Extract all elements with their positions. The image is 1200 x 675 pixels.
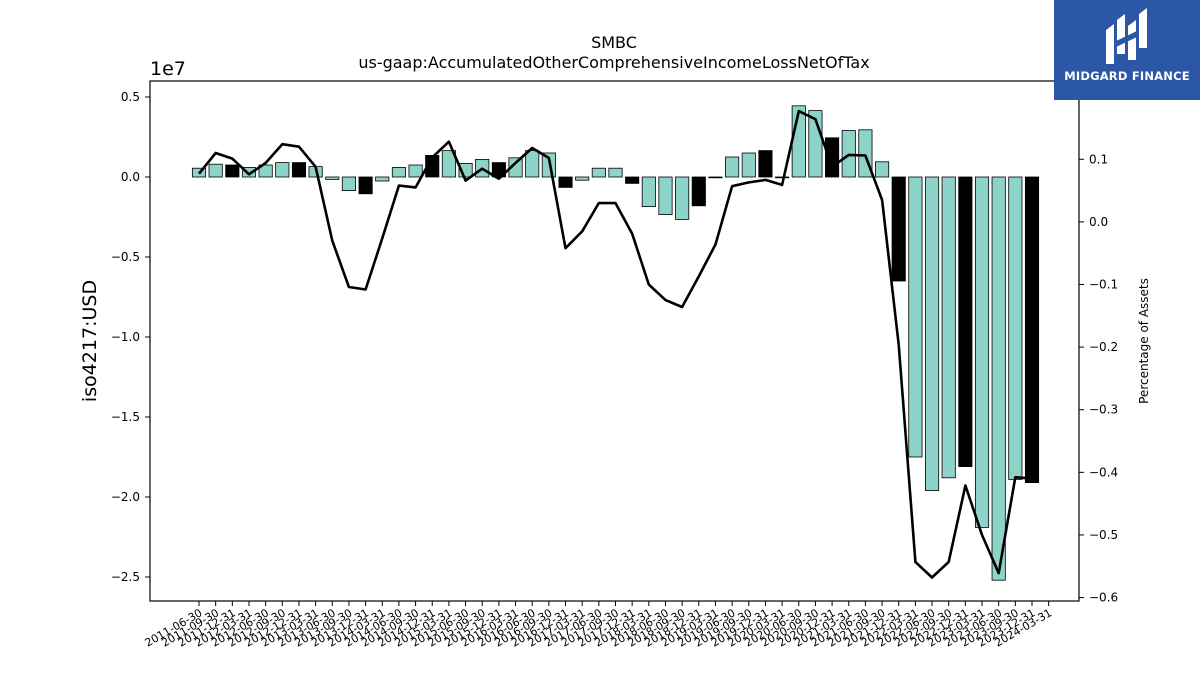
- y2-tick-label: 0.0: [1089, 215, 1108, 229]
- bar: [558, 176, 573, 188]
- bar: [875, 161, 890, 178]
- bar: [1024, 176, 1040, 484]
- bar: [675, 176, 690, 220]
- chart-title: SMBC: [591, 33, 637, 52]
- bar: [391, 166, 406, 178]
- bar: [441, 150, 456, 178]
- y-axis-ticks: 0.5 0.0 −0.5 −1.0 −1.5 −2.0 −2.5: [111, 90, 150, 584]
- bar: [741, 152, 756, 178]
- y-tick-label: −2.0: [111, 490, 140, 504]
- bar: [974, 176, 990, 528]
- assets-percentage-line: [197, 109, 1033, 579]
- y-offset-text: 1e7: [150, 58, 186, 80]
- logo-mark-icon: [1106, 8, 1147, 64]
- y2-tick-label: −0.1: [1089, 277, 1118, 291]
- bar: [241, 166, 257, 178]
- y-tick-label: 0.5: [121, 90, 140, 104]
- bar: [658, 176, 673, 215]
- bar: [775, 176, 790, 179]
- bar: [341, 176, 356, 191]
- bar: [908, 176, 923, 458]
- bar: [625, 176, 640, 184]
- chart-subtitle: us-gaap:AccumulatedOtherComprehensiveInc…: [358, 53, 869, 72]
- bar: [358, 176, 373, 195]
- bar: [725, 156, 740, 178]
- bar: [924, 176, 940, 492]
- y2-axis-label: Percentage of Assets: [1137, 278, 1151, 404]
- bar: [708, 176, 723, 179]
- bar: [508, 157, 523, 178]
- bar: [825, 137, 840, 178]
- bar: [958, 176, 973, 468]
- bar: [608, 167, 623, 178]
- y-tick-label: −1.5: [111, 410, 140, 424]
- bar: [375, 176, 390, 182]
- y2-tick-label: −0.6: [1089, 591, 1118, 605]
- bar: [208, 163, 223, 178]
- y-tick-label: −1.0: [111, 330, 140, 344]
- bar: [591, 167, 606, 178]
- x-axis-ticks: 2011-06-302011-09-302011-12-312012-03-31…: [143, 601, 1054, 650]
- y2-tick-label: −0.5: [1089, 528, 1118, 542]
- y2-axis-ticks: 0.1 0.0 −0.1 −0.2 −0.3 −0.4 −0.5 −0.6: [1079, 152, 1118, 605]
- bar: [758, 150, 773, 178]
- bar-series: [191, 105, 1040, 581]
- y2-tick-label: −0.2: [1089, 340, 1118, 354]
- y2-tick-label: 0.1: [1089, 152, 1108, 166]
- y-tick-label: −0.5: [111, 250, 140, 264]
- bar: [575, 176, 590, 181]
- y2-tick-label: −0.4: [1089, 465, 1118, 479]
- bar: [275, 162, 290, 178]
- y-tick-label: 0.0: [121, 170, 140, 184]
- y2-tick-label: −0.3: [1089, 403, 1118, 417]
- y-tick-label: −2.5: [111, 570, 140, 584]
- bar: [891, 176, 906, 282]
- bar: [691, 176, 706, 207]
- y-axis-label: iso4217:USD: [79, 280, 101, 402]
- bar: [991, 176, 1006, 581]
- bar: [525, 150, 540, 178]
- logo-text: MIDGARD FINANCE: [1064, 69, 1190, 83]
- bar: [225, 164, 240, 178]
- logo: MIDGARD FINANCE: [1054, 0, 1200, 100]
- bar: [1008, 176, 1023, 480]
- bar: [641, 176, 656, 208]
- bar: [291, 162, 307, 178]
- bar: [325, 176, 340, 180]
- line-series: [197, 109, 1033, 579]
- bar: [408, 164, 423, 178]
- bar: [258, 164, 273, 178]
- plot-frame: [149, 80, 1080, 602]
- bar: [941, 176, 956, 479]
